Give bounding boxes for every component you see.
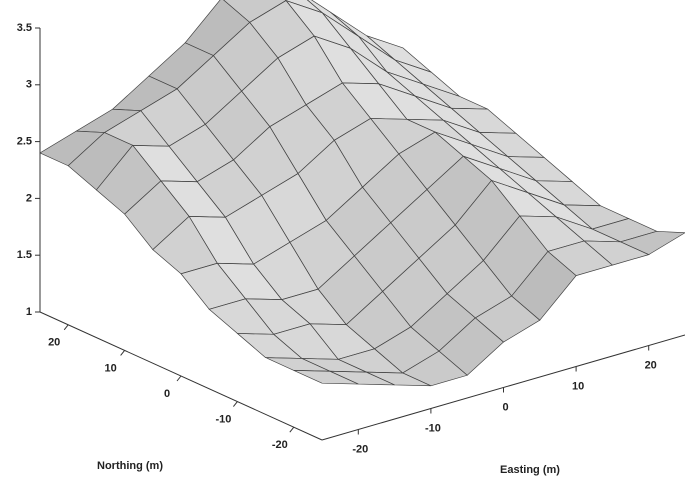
y-tick — [64, 325, 68, 330]
x-tick-label: 20 — [645, 359, 657, 371]
x-tick-label: -20 — [352, 443, 368, 455]
z-tick-label: 3 — [26, 79, 32, 91]
chart: Northing (m) Easting (m) 1 1.5 2 2.5 3 3.5 20 1… — [0, 0, 685, 482]
z-tick-label: 1 — [26, 306, 32, 318]
x-axis-label: Easting (m) — [500, 464, 560, 476]
y-tick — [290, 427, 294, 432]
y-tick-label: 20 — [48, 337, 60, 349]
x-tick-label: -10 — [425, 422, 441, 434]
z-tick-label: 2.5 — [17, 136, 32, 148]
z-tick-label: 3.5 — [17, 22, 32, 34]
y-axis-label: Northing (m) — [97, 460, 163, 472]
z-tick-label: 1.5 — [17, 249, 32, 261]
z-tick-label: 2 — [26, 192, 32, 204]
y-tick — [177, 376, 181, 381]
y-tick-label: -10 — [215, 414, 231, 426]
y-tick — [233, 402, 237, 407]
x-tick-label: 10 — [572, 380, 584, 392]
y-tick-label: 0 — [164, 388, 170, 400]
y-tick-label: 10 — [104, 362, 116, 374]
x-tick-label: 0 — [502, 401, 508, 413]
y-tick-label: -20 — [272, 439, 288, 451]
y-tick — [121, 350, 125, 355]
